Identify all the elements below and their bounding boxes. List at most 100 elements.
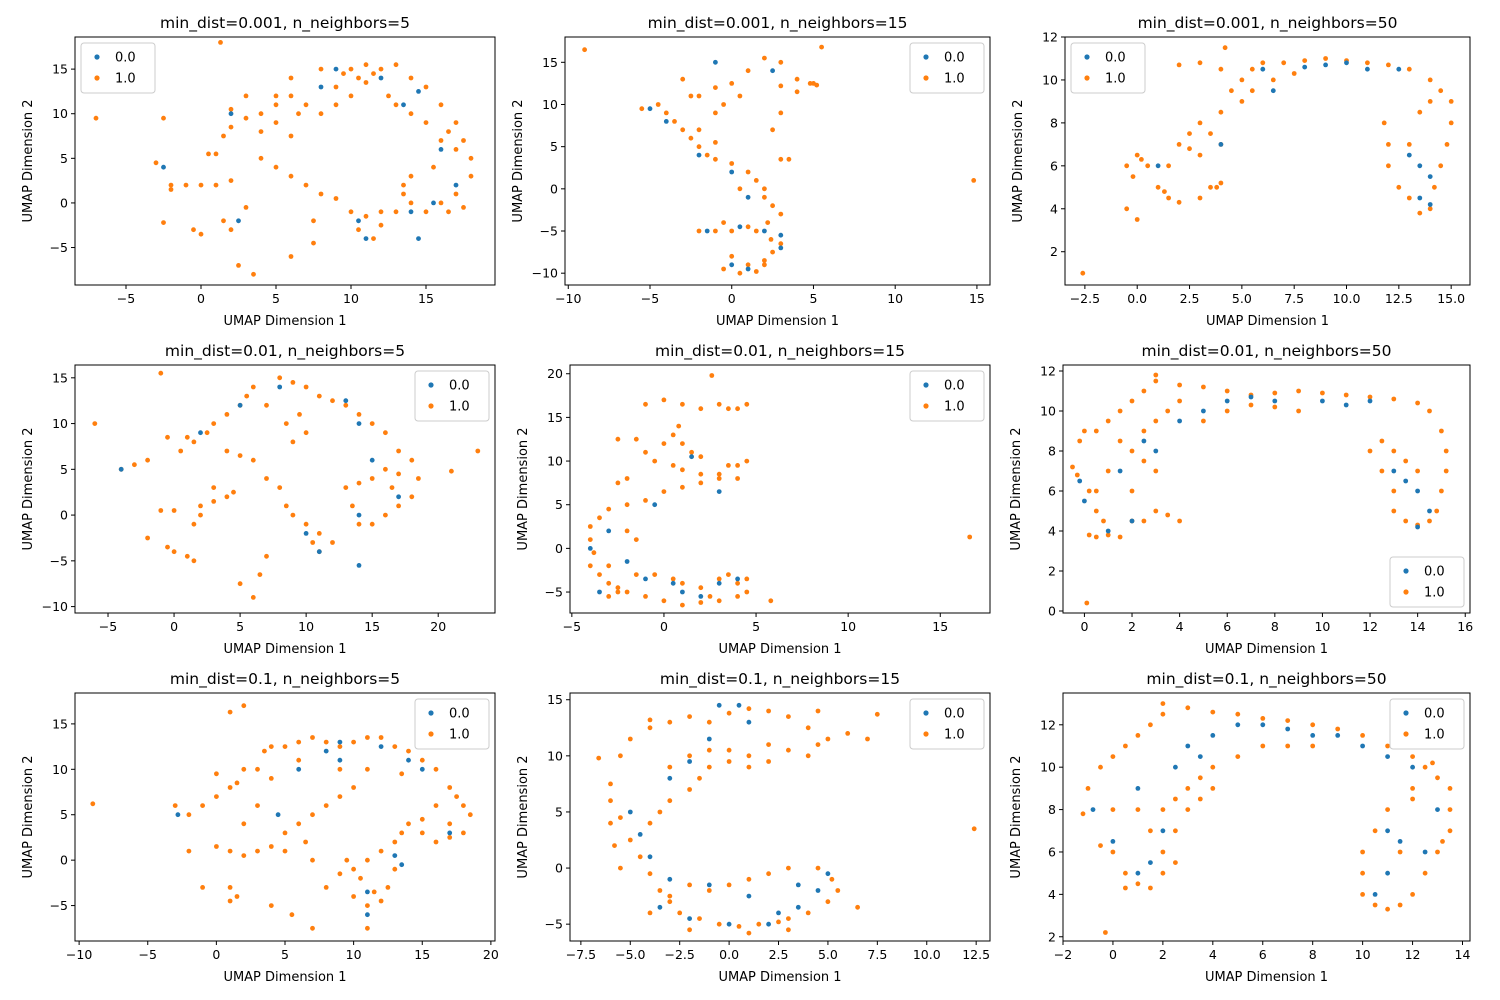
legend-marker-0.0 <box>923 710 929 716</box>
data-point-series-1.0 <box>1145 163 1151 169</box>
data-point-series-1.0 <box>206 151 211 157</box>
data-point-series-1.0 <box>676 423 682 429</box>
data-point-series-1.0 <box>1105 418 1111 424</box>
data-point-series-0.0 <box>343 398 349 404</box>
data-point-series-1.0 <box>647 820 653 826</box>
x-tick-label: −5.0 <box>615 947 645 962</box>
data-point-series-1.0 <box>1141 388 1147 394</box>
data-point-series-1.0 <box>612 843 617 848</box>
data-point-series-0.0 <box>399 862 405 868</box>
y-tick-label: 10 <box>547 454 563 469</box>
data-point-series-1.0 <box>244 393 250 399</box>
x-tick-label: 0 <box>660 619 668 634</box>
data-point-series-1.0 <box>667 893 673 899</box>
x-tick-label: 5 <box>752 619 760 634</box>
data-point-series-0.0 <box>1427 508 1432 514</box>
data-point-series-1.0 <box>661 441 667 446</box>
x-tick-label: 0 <box>1109 947 1117 962</box>
data-point-series-1.0 <box>1086 488 1092 494</box>
data-point-series-1.0 <box>766 708 771 714</box>
data-point-series-1.0 <box>234 780 240 786</box>
data-point-series-1.0 <box>735 594 740 599</box>
data-point-series-1.0 <box>713 85 718 90</box>
data-point-series-1.0 <box>365 925 370 931</box>
x-tick-label: 7.5 <box>867 947 887 962</box>
x-tick-label: −5 <box>641 291 659 306</box>
x-tick-label: 14 <box>1455 947 1471 962</box>
data-point-series-1.0 <box>608 820 613 826</box>
data-point-series-0.0 <box>795 904 801 910</box>
legend-label: 1.0 <box>1424 728 1445 743</box>
data-point-series-1.0 <box>1385 807 1390 812</box>
data-point-series-0.0 <box>1385 828 1390 834</box>
data-point-series-1.0 <box>1447 786 1453 791</box>
data-point-series-1.0 <box>323 803 329 808</box>
data-point-series-1.0 <box>1285 718 1291 723</box>
data-point-series-1.0 <box>1218 180 1224 186</box>
data-point-series-1.0 <box>1098 764 1103 770</box>
data-point-series-1.0 <box>696 144 702 150</box>
y-tick-label: −10 <box>532 266 558 281</box>
axes-frame <box>1062 364 1471 614</box>
data-point-series-0.0 <box>587 546 593 551</box>
data-point-series-1.0 <box>647 717 653 723</box>
data-point-series-1.0 <box>874 711 880 717</box>
data-point-series-1.0 <box>688 135 694 141</box>
data-point-series-1.0 <box>310 925 315 931</box>
data-point-series-1.0 <box>633 436 639 442</box>
data-point-series-1.0 <box>756 921 762 927</box>
data-point-series-1.0 <box>697 775 702 781</box>
data-point-series-1.0 <box>258 111 264 117</box>
data-point-series-1.0 <box>1439 428 1444 434</box>
data-point-series-1.0 <box>386 93 391 99</box>
legend-marker-0.0 <box>428 382 434 388</box>
data-point-series-1.0 <box>768 598 774 604</box>
data-point-series-1.0 <box>1177 398 1182 404</box>
data-point-series-1.0 <box>1123 743 1128 749</box>
x-tick-label: 14 <box>1410 619 1426 634</box>
data-point-series-1.0 <box>168 182 174 188</box>
data-point-series-1.0 <box>1260 60 1266 66</box>
data-point-series-1.0 <box>713 140 718 145</box>
data-point-series-1.0 <box>283 503 289 509</box>
data-point-series-0.0 <box>1090 807 1096 812</box>
data-point-series-0.0 <box>647 106 653 112</box>
data-point-series-1.0 <box>680 127 686 133</box>
data-point-series-1.0 <box>268 776 274 781</box>
legend: 0.01.0 <box>909 698 985 750</box>
data-point-series-1.0 <box>318 191 324 197</box>
y-tick-label: 0 <box>550 181 558 196</box>
y-tick-label: 20 <box>547 366 563 381</box>
data-point-series-0.0 <box>198 430 203 436</box>
data-point-series-1.0 <box>647 725 653 731</box>
data-point-series-1.0 <box>1285 743 1291 749</box>
legend-marker-0.0 <box>428 710 434 716</box>
data-point-series-1.0 <box>786 714 791 719</box>
data-point-series-1.0 <box>770 203 775 209</box>
legend-marker-1.0 <box>923 75 929 81</box>
data-point-series-0.0 <box>1285 726 1291 732</box>
data-point-series-1.0 <box>597 572 602 577</box>
data-point-series-1.0 <box>1365 60 1370 66</box>
data-point-series-0.0 <box>316 549 322 555</box>
data-point-series-1.0 <box>1372 902 1378 908</box>
data-point-series-1.0 <box>433 839 439 845</box>
data-point-series-1.0 <box>228 227 234 233</box>
axes-frame <box>569 692 991 942</box>
data-point-series-1.0 <box>1386 62 1391 68</box>
x-axis-label: UMAP Dimension 1 <box>1206 314 1329 329</box>
data-point-series-1.0 <box>228 106 234 112</box>
data-point-series-1.0 <box>744 576 750 582</box>
data-point-series-1.0 <box>667 719 673 725</box>
data-point-series-1.0 <box>778 110 784 116</box>
data-point-series-1.0 <box>688 93 694 99</box>
data-point-series-1.0 <box>778 211 784 217</box>
x-tick-label: 5 <box>809 291 817 306</box>
data-point-series-1.0 <box>786 916 791 921</box>
data-point-series-1.0 <box>1185 705 1191 711</box>
y-tick-label: 6 <box>1048 844 1056 859</box>
legend: 0.01.0 <box>1389 698 1465 750</box>
data-point-series-1.0 <box>1320 390 1325 396</box>
data-point-series-0.0 <box>1310 733 1316 738</box>
data-point-series-1.0 <box>677 910 683 916</box>
